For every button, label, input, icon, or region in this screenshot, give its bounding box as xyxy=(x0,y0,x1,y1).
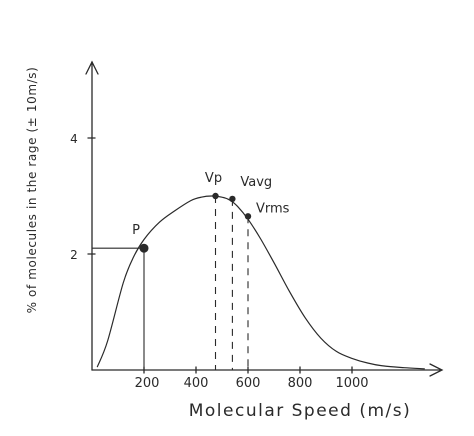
point-label: P xyxy=(132,223,140,238)
marked-point xyxy=(212,192,219,200)
point-label: Vrms xyxy=(256,201,290,216)
x-tick-label: 1000 xyxy=(335,376,368,391)
y-axis-label: % of molecules in the rage (± 10m/s) xyxy=(25,67,39,314)
marked-point xyxy=(244,213,252,220)
x-axis-label: Molecular Speed (m/s) xyxy=(189,401,412,421)
x-tick-label: 400 xyxy=(184,376,209,391)
y-tick-label: 4 xyxy=(70,132,78,146)
guide-lines xyxy=(92,196,249,370)
y-tick-label: 2 xyxy=(70,248,78,262)
x-tick-label: 800 xyxy=(288,376,313,391)
x-tick-label: 600 xyxy=(236,376,261,391)
x-tick-label: 200 xyxy=(135,376,160,391)
x-axis-arrow xyxy=(429,363,444,377)
marked-point xyxy=(229,195,236,203)
distribution-curve xyxy=(96,195,425,370)
point-label: Vp xyxy=(205,171,222,186)
marked-points: P Vp Vavg Vrms xyxy=(132,171,290,253)
point-label: Vavg xyxy=(240,175,272,190)
tick-labels: 200 400 600 800 1000 2 4 xyxy=(70,132,368,391)
point-p-guide xyxy=(92,247,145,370)
y-axis-arrow xyxy=(85,60,99,75)
axes xyxy=(85,60,444,377)
marked-point xyxy=(139,243,149,253)
